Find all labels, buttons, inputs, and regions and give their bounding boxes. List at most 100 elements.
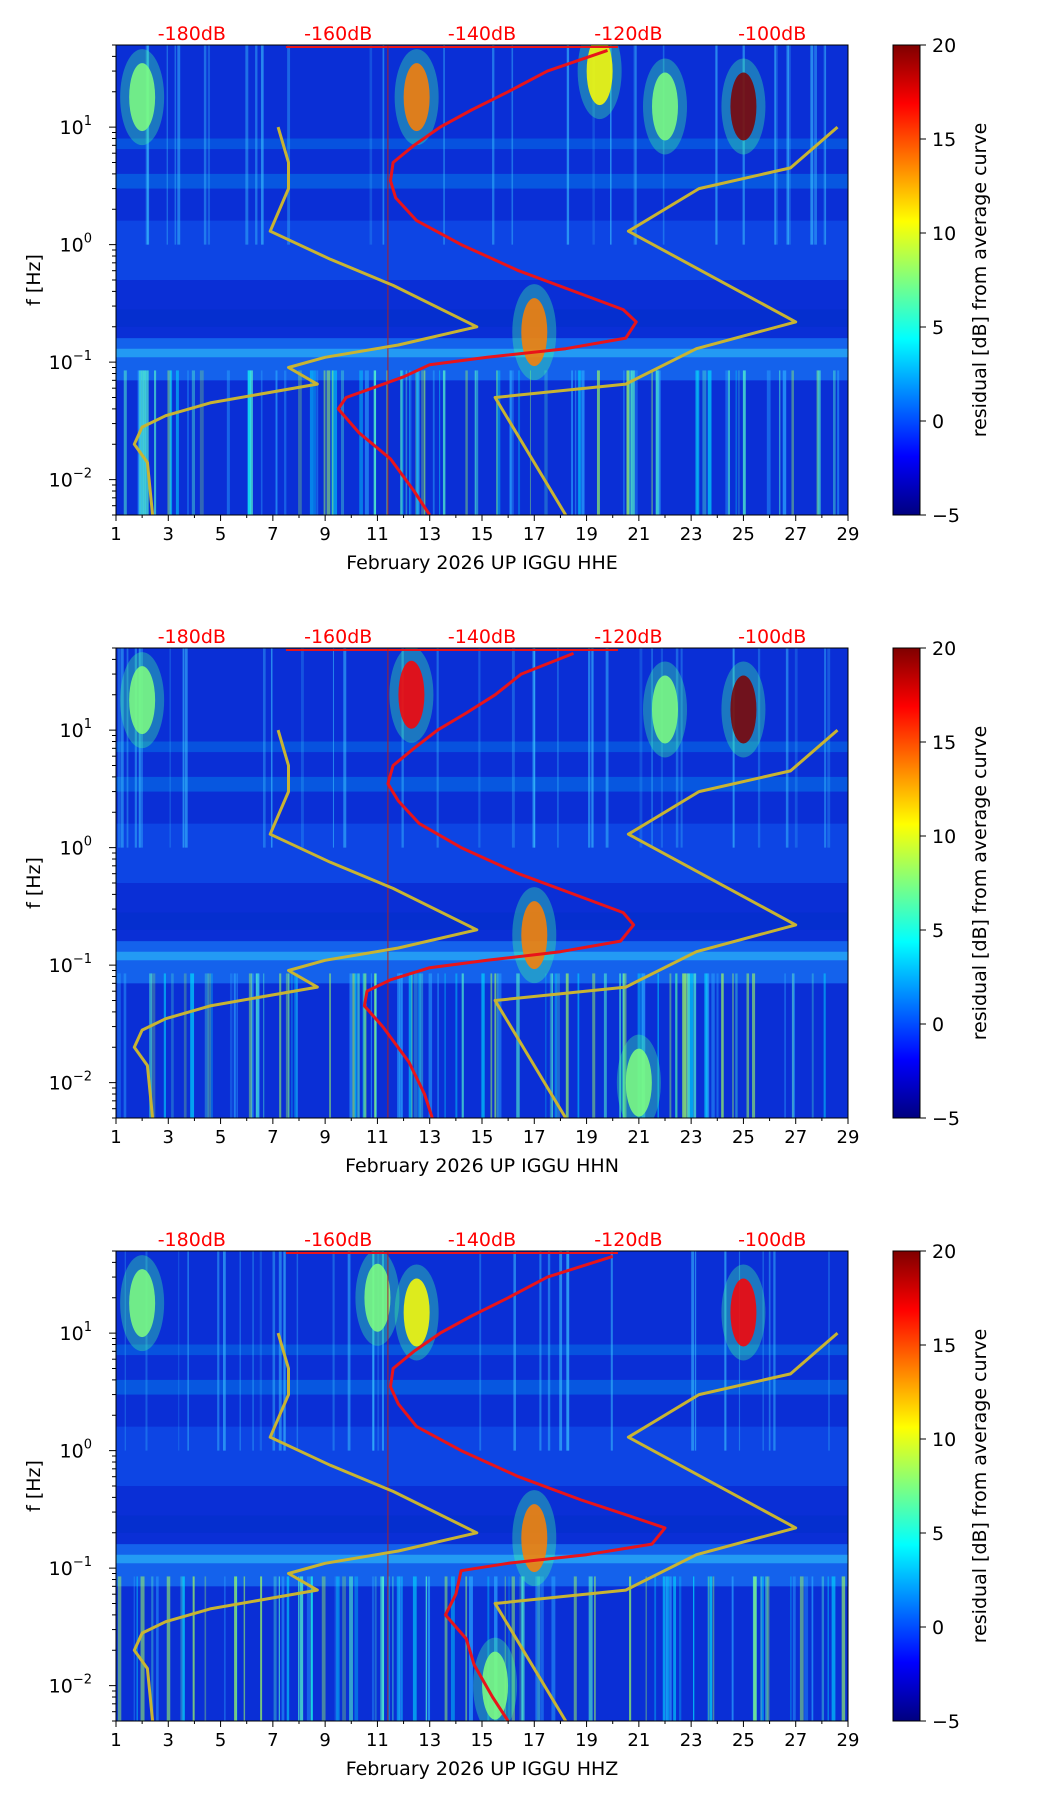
low-freq-streak xyxy=(693,973,697,1118)
high-freq-streak xyxy=(139,648,143,848)
low-freq-streak xyxy=(549,973,554,1118)
x-tick-label: 13 xyxy=(418,1730,441,1751)
x-tick-label: 21 xyxy=(627,1730,650,1751)
low-freq-streak xyxy=(439,370,441,515)
low-freq-streak xyxy=(362,973,366,1118)
high-freq-streak xyxy=(533,648,536,848)
low-freq-streak xyxy=(382,1576,385,1721)
high-freq-streak xyxy=(147,45,150,245)
colorbar-tick-label: 15 xyxy=(932,1335,956,1357)
low-freq-streak xyxy=(823,973,826,1118)
low-freq-streak xyxy=(799,1576,804,1721)
low-freq-streak xyxy=(442,370,446,515)
x-tick-label: 19 xyxy=(575,524,598,545)
high-freq-streak xyxy=(566,1251,570,1451)
low-freq-streak xyxy=(545,973,547,1118)
low-freq-streak xyxy=(571,370,573,515)
low-freq-streak xyxy=(386,370,388,515)
hot-spot xyxy=(521,901,548,970)
yellow-curve-right xyxy=(493,1331,839,1721)
colorbar-tick-label: 20 xyxy=(932,1241,956,1263)
y-axis-label: f [Hz] xyxy=(23,1460,45,1512)
low-freq-streak xyxy=(323,370,326,515)
low-freq-streak xyxy=(279,973,282,1118)
y-tick-exponent: 1 xyxy=(84,717,92,732)
colorbar-tick-label: 10 xyxy=(932,223,956,245)
low-freq-streak xyxy=(331,370,334,515)
low-freq-streak xyxy=(182,1576,185,1721)
low-freq-streak xyxy=(349,973,353,1118)
texture-band xyxy=(116,1515,848,1533)
low-freq-streak xyxy=(233,973,236,1118)
high-freq-streak xyxy=(120,648,124,848)
hot-spot xyxy=(730,1278,757,1347)
texture-band xyxy=(116,776,848,792)
low-freq-streak xyxy=(746,973,750,1118)
db-scale-label: -120dB xyxy=(594,23,662,45)
high-freq-streak xyxy=(377,1251,380,1451)
db-scale-label: -160dB xyxy=(304,626,372,648)
low-freq-streak xyxy=(623,370,625,515)
high-freq-streak xyxy=(255,45,258,245)
low-freq-streak xyxy=(596,370,600,515)
y-axis-label: f [Hz] xyxy=(23,857,45,909)
low-freq-streak xyxy=(336,1576,340,1721)
low-freq-streak xyxy=(662,1576,665,1721)
y-tick-label: 10−2 xyxy=(49,1070,92,1095)
texture-band xyxy=(116,173,848,189)
low-freq-streak xyxy=(192,1576,195,1721)
y-tick-base: 10 xyxy=(60,1323,84,1345)
low-freq-streak xyxy=(416,370,419,515)
y-tick-base: 10 xyxy=(49,1558,73,1580)
low-freq-streak xyxy=(832,370,836,515)
low-freq-streak xyxy=(257,973,260,1118)
y-tick-base: 10 xyxy=(49,1073,73,1095)
colorbar-tick-label: 15 xyxy=(932,129,956,151)
low-freq-streak xyxy=(425,1576,428,1721)
high-freq-streak xyxy=(177,45,181,245)
y-tick-exponent: 1 xyxy=(84,114,92,129)
low-freq-streak xyxy=(229,973,233,1118)
db-scale-label: -140dB xyxy=(448,23,516,45)
x-tick-label: 27 xyxy=(784,524,807,545)
low-freq-streak xyxy=(465,370,468,515)
low-freq-streak xyxy=(669,1576,672,1721)
high-freq-streak xyxy=(827,648,831,848)
low-freq-streak xyxy=(199,370,204,515)
db-scale-label: -140dB xyxy=(448,626,516,648)
low-freq-streak xyxy=(704,973,708,1118)
db-scale-label: -160dB xyxy=(304,1229,372,1251)
low-freq-streak xyxy=(790,1576,792,1721)
high-freq-streak xyxy=(301,648,304,848)
high-freq-streak xyxy=(633,45,635,245)
low-freq-streak xyxy=(144,370,149,515)
y-tick-base: 10 xyxy=(49,352,73,374)
low-freq-streak xyxy=(511,1576,515,1721)
db-scale-label: -180dB xyxy=(158,626,226,648)
high-freq-streak xyxy=(478,648,481,848)
low-freq-streak xyxy=(255,973,259,1118)
low-freq-streak xyxy=(401,1576,403,1721)
low-freq-streak xyxy=(731,1576,734,1721)
x-tick-label: 3 xyxy=(163,1127,174,1148)
low-freq-streak xyxy=(551,973,553,1118)
low-freq-streak xyxy=(496,973,499,1118)
low-freq-streak xyxy=(143,370,145,515)
low-freq-streak xyxy=(163,973,166,1118)
low-freq-streak xyxy=(286,1576,290,1721)
high-freq-streak xyxy=(207,45,211,245)
low-freq-streak xyxy=(168,370,171,515)
low-freq-streak xyxy=(742,370,746,515)
low-freq-streak xyxy=(354,973,357,1118)
low-freq-streak xyxy=(679,1576,682,1721)
hot-spot xyxy=(129,666,156,735)
low-freq-streak xyxy=(637,973,641,1118)
low-freq-streak xyxy=(149,973,152,1118)
low-freq-streak xyxy=(519,1576,521,1721)
db-scale-label: -100dB xyxy=(738,23,806,45)
colorbar-label: residual [dB] from average curve xyxy=(969,1329,991,1644)
yellow-curve-right xyxy=(493,125,839,515)
low-freq-streak xyxy=(306,1576,311,1721)
low-freq-streak xyxy=(123,973,127,1118)
